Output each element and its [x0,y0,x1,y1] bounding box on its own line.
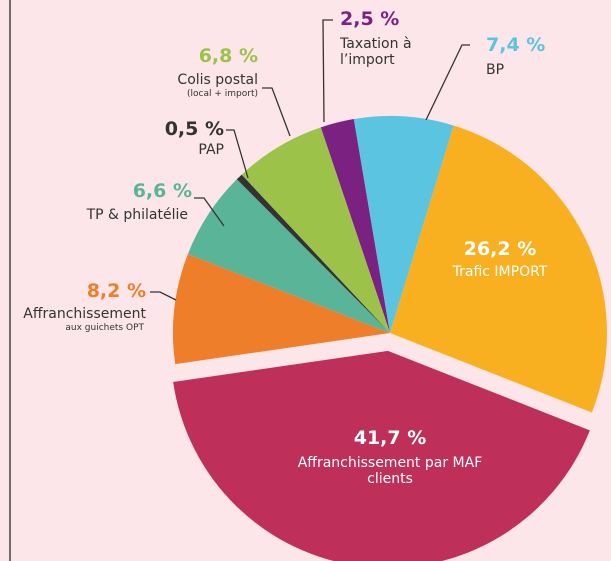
pie-slice [320,119,390,333]
pie-slice [241,127,390,333]
leader-line [226,129,249,179]
pie-slice [173,350,590,561]
category-label: Affranchissement par MAF clients [297,455,483,487]
category-label: PAP [198,142,224,158]
value-label: 6,6 % [132,180,192,202]
leader-line [425,44,470,121]
pie-slice [187,179,390,333]
value-label: 7,4 % [486,34,546,56]
category-sublabel: (local + import) [187,89,258,99]
category-label: Colis postal [177,72,258,88]
category-label: Trafic IMPORT [452,264,548,280]
category-label: TP & philatélie [86,207,188,223]
value-label: 6,8 % [198,45,258,67]
pie-slice [353,116,454,333]
leader-lines [150,19,470,301]
pie-slice [236,174,390,333]
category-label: Taxation à l’import [340,36,412,68]
pie-slice [173,254,390,365]
value-label: 41,7 % [353,427,427,449]
leader-line [262,87,291,137]
slices [173,116,607,561]
category-label: BP [486,62,505,78]
value-label: 26,2 % [463,238,537,260]
value-label: 0,5 % [164,118,224,140]
pie-slice [390,125,607,413]
leader-line [150,291,177,301]
category-label: Affranchissement [23,306,146,322]
category-sublabel: aux guichets OPT [65,323,144,333]
value-label: 8,2 % [86,280,146,302]
leader-line [322,19,333,123]
value-label: 2,5 % [340,8,400,30]
leader-line [194,197,225,227]
